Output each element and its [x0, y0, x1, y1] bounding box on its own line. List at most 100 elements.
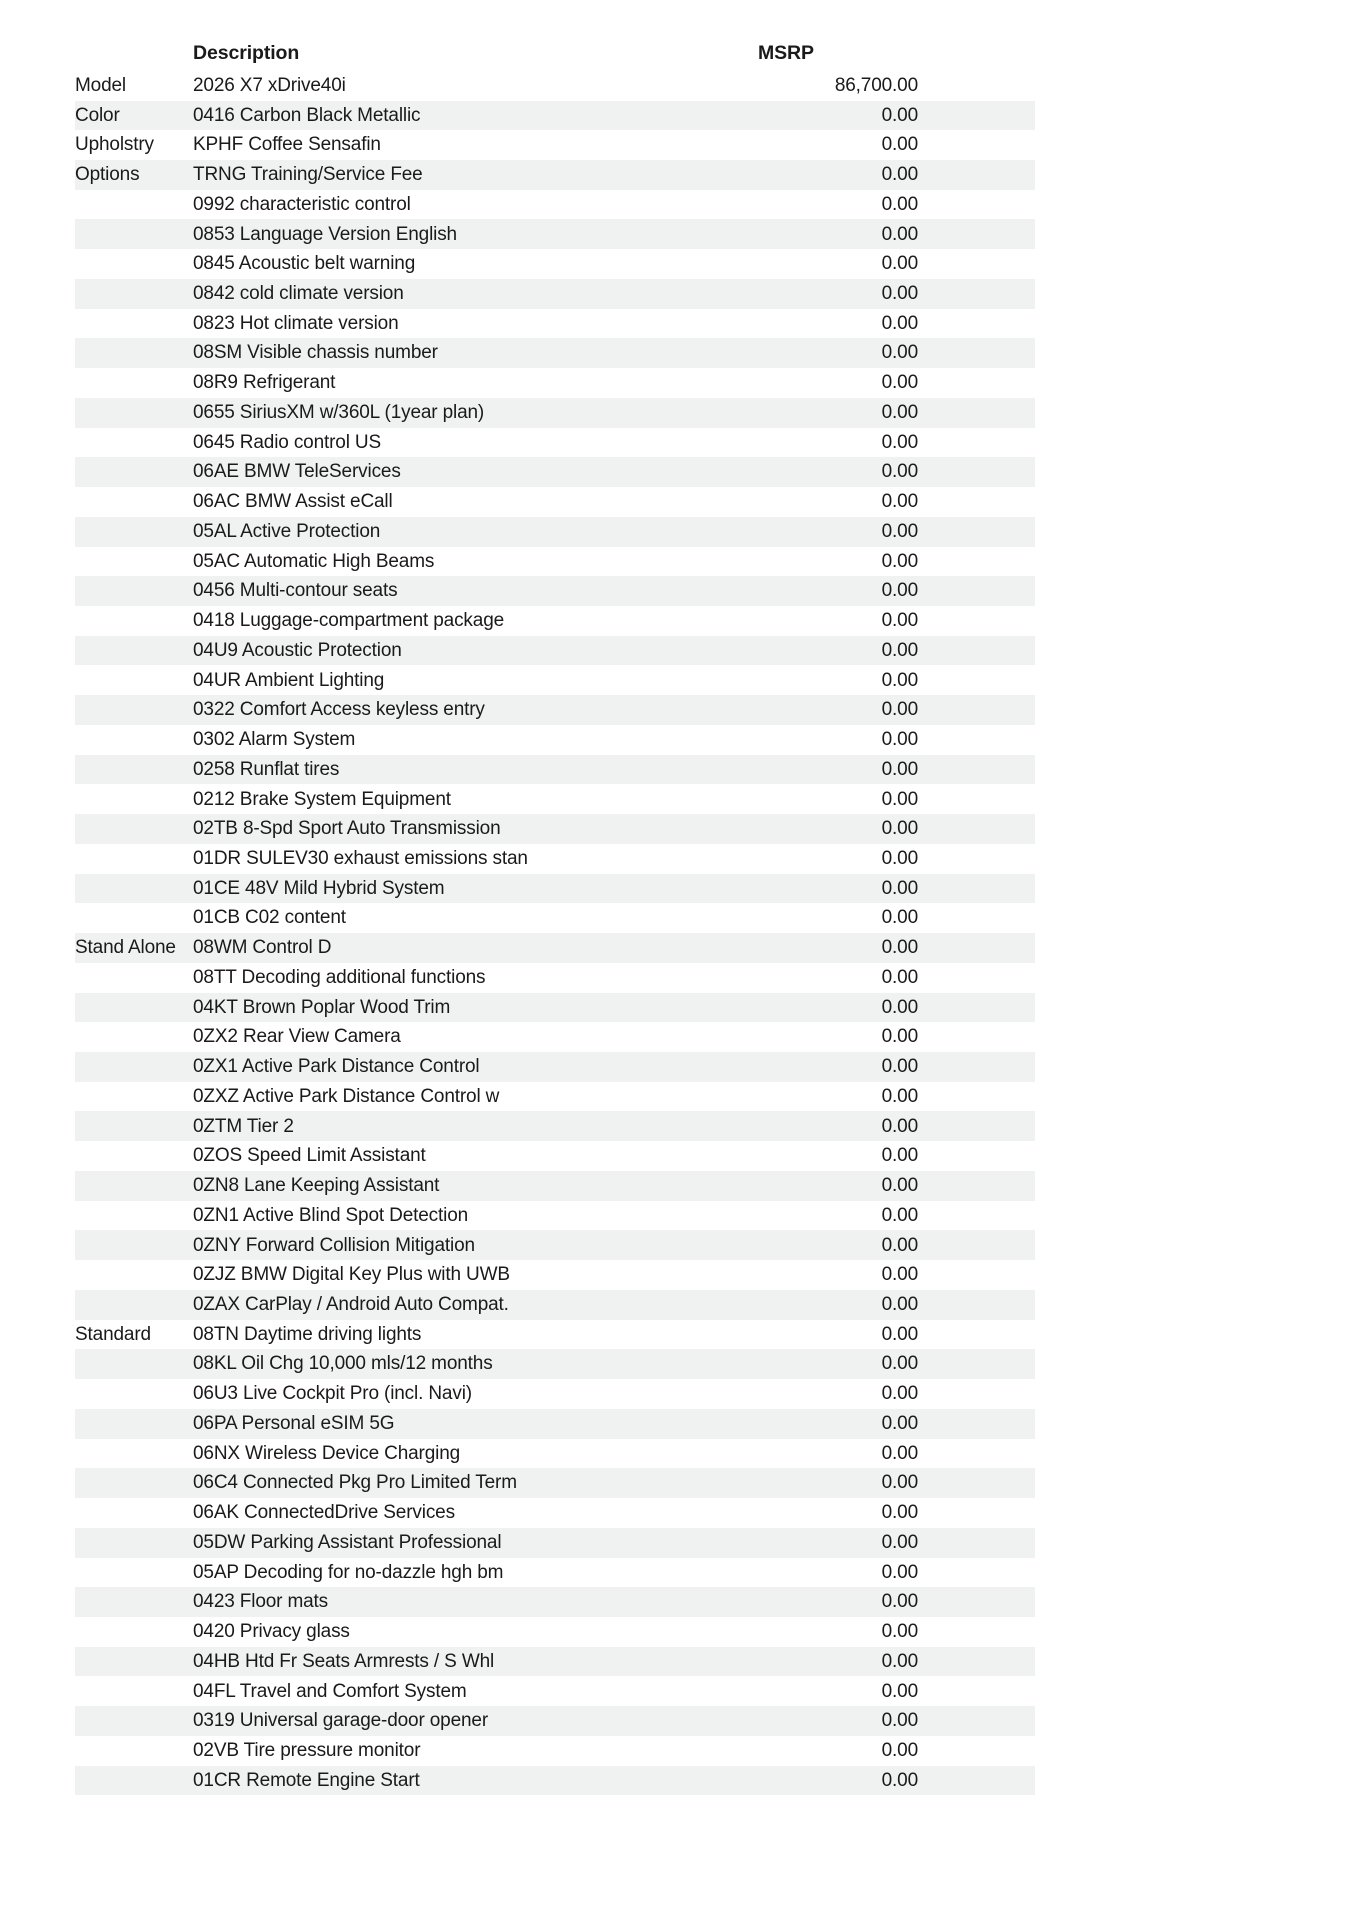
cell-msrp: 0.00 — [758, 1557, 918, 1588]
table-row: 08R9 Refrigerant 0.00 — [75, 368, 1035, 398]
cell-spacer — [918, 189, 1035, 220]
cell-group-label: Model — [75, 70, 193, 101]
cell-msrp: 0.00 — [758, 1527, 918, 1558]
cell-description: 04U9 Acoustic Protection — [193, 635, 758, 666]
cell-group-label — [75, 1052, 193, 1082]
column-header-msrp: MSRP — [758, 42, 814, 64]
cell-msrp: 0.00 — [758, 1022, 918, 1053]
cell-group-label — [75, 576, 193, 606]
cell-description: 0420 Privacy glass — [193, 1616, 758, 1647]
cell-spacer — [918, 576, 1035, 606]
table-row: 0ZXZ Active Park Distance Control w 0.00 — [75, 1081, 1035, 1112]
cell-msrp: 0.00 — [758, 992, 918, 1023]
cell-description: TRNG Training/Service Fee — [193, 159, 758, 190]
table-row: 06AK ConnectedDrive Services 0.00 — [75, 1498, 1035, 1528]
cell-spacer — [918, 397, 1035, 428]
cell-msrp: 0.00 — [758, 130, 918, 160]
cell-msrp: 0.00 — [758, 754, 918, 785]
table-row: 0322 Comfort Access keyless entry 0.00 — [75, 695, 1035, 725]
table-row: 05AL Active Protection 0.00 — [75, 516, 1035, 547]
cell-description: 0992 characteristic control — [193, 189, 758, 220]
cell-spacer — [918, 1706, 1035, 1736]
cell-group-label — [75, 606, 193, 636]
cell-msrp: 0.00 — [758, 100, 918, 131]
cell-group-label — [75, 397, 193, 428]
cell-spacer — [918, 130, 1035, 160]
table-row: 05DW Parking Assistant Professional 0.00 — [75, 1527, 1035, 1558]
cell-spacer — [918, 1200, 1035, 1231]
cell-spacer — [918, 1319, 1035, 1350]
cell-description: 06U3 Live Cockpit Pro (incl. Navi) — [193, 1379, 758, 1409]
cell-description: 06PA Personal eSIM 5G — [193, 1408, 758, 1439]
cell-msrp: 0.00 — [758, 606, 918, 636]
cell-description: 04HB Htd Fr Seats Armrests / S Whl — [193, 1646, 758, 1677]
cell-group-label — [75, 843, 193, 874]
column-header-description: Description — [193, 42, 300, 64]
cell-spacer — [918, 1052, 1035, 1082]
cell-description: 06C4 Connected Pkg Pro Limited Term — [193, 1468, 758, 1499]
cell-group-label — [75, 546, 193, 577]
cell-msrp: 0.00 — [758, 427, 918, 458]
cell-msrp: 0.00 — [758, 873, 918, 904]
cell-spacer — [918, 457, 1035, 488]
cell-description: 0842 cold climate version — [193, 278, 758, 309]
cell-group-label — [75, 338, 193, 369]
cell-spacer — [918, 219, 1035, 250]
cell-group-label — [75, 1141, 193, 1171]
cell-description: 05DW Parking Assistant Professional — [193, 1527, 758, 1558]
cell-spacer — [918, 903, 1035, 934]
cell-description: 05AC Automatic High Beams — [193, 546, 758, 577]
cell-description: 06AC BMW Assist eCall — [193, 487, 758, 517]
cell-spacer — [918, 159, 1035, 190]
cell-group-label — [75, 1170, 193, 1201]
cell-group-label — [75, 516, 193, 547]
cell-description: 0645 Radio control US — [193, 427, 758, 458]
cell-spacer — [918, 1141, 1035, 1171]
cell-spacer — [918, 249, 1035, 279]
cell-group-label — [75, 457, 193, 488]
table-header-row: Description MSRP — [75, 40, 1035, 71]
cell-group-label — [75, 427, 193, 458]
table-row: 0853 Language Version English 0.00 — [75, 219, 1035, 250]
table-row: 0842 cold climate version 0.00 — [75, 278, 1035, 309]
cell-group-label — [75, 992, 193, 1023]
cell-group-label — [75, 1200, 193, 1231]
column-header-group — [75, 40, 193, 71]
cell-description: 01CE 48V Mild Hybrid System — [193, 873, 758, 904]
cell-description: 08TT Decoding additional functions — [193, 962, 758, 993]
cell-description: 0258 Runflat tires — [193, 754, 758, 785]
cell-spacer — [918, 1498, 1035, 1528]
cell-group-label: Color — [75, 100, 193, 131]
cell-group-label — [75, 1735, 193, 1766]
table-row: 0ZTM Tier 2 0.00 — [75, 1111, 1035, 1142]
cell-msrp: 0.00 — [758, 1111, 918, 1142]
cell-group-label — [75, 1498, 193, 1528]
cell-group-label — [75, 1289, 193, 1320]
cell-spacer — [918, 754, 1035, 785]
cell-group-label — [75, 368, 193, 398]
cell-msrp: 0.00 — [758, 665, 918, 696]
cell-group-label: Standard — [75, 1319, 193, 1350]
cell-description: 02TB 8-Spd Sport Auto Transmission — [193, 814, 758, 844]
cell-group-label — [75, 1081, 193, 1112]
cell-spacer — [918, 1557, 1035, 1588]
table-row: 0456 Multi-contour seats 0.00 — [75, 576, 1035, 606]
cell-description: 04KT Brown Poplar Wood Trim — [193, 992, 758, 1023]
cell-spacer — [918, 933, 1035, 963]
table-row: 0ZN8 Lane Keeping Assistant 0.00 — [75, 1170, 1035, 1201]
table-row: 0823 Hot climate version 0.00 — [75, 308, 1035, 339]
cell-msrp: 0.00 — [758, 1349, 918, 1380]
table-row: 06U3 Live Cockpit Pro (incl. Navi) 0.00 — [75, 1379, 1035, 1409]
cell-spacer — [918, 1676, 1035, 1707]
cell-group-label — [75, 1706, 193, 1736]
cell-spacer — [918, 992, 1035, 1023]
cell-group-label — [75, 1260, 193, 1290]
table-row: Standard 08TN Daytime driving lights 0.00 — [75, 1319, 1035, 1350]
cell-description: 08WM Control D — [193, 933, 758, 963]
table-row: Model 2026 X7 xDrive40i 86,700.00 — [75, 70, 1035, 101]
table-row: 0ZOS Speed Limit Assistant 0.00 — [75, 1141, 1035, 1171]
table-row: 06AE BMW TeleServices 0.00 — [75, 457, 1035, 488]
cell-spacer — [918, 368, 1035, 398]
table-row: 0992 characteristic control 0.00 — [75, 189, 1035, 220]
cell-description: 0ZJZ BMW Digital Key Plus with UWB — [193, 1260, 758, 1290]
